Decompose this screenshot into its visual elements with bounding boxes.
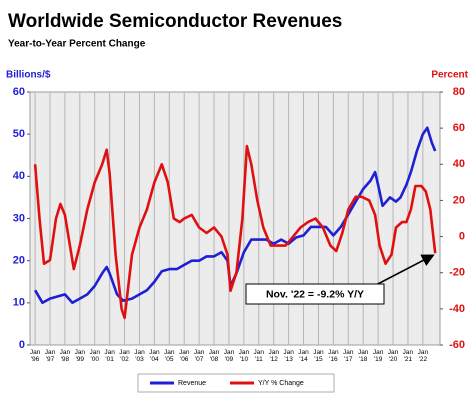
y2-axis-label: Percent (431, 70, 468, 81)
x-tick-label: Jan '05 (164, 349, 175, 363)
x-tick-label: Jan '14 (298, 349, 309, 363)
x-tick-label: Jan '98 (59, 349, 71, 363)
y2-tick-label: -40 (449, 303, 465, 315)
y2-tick-label: -60 (449, 339, 465, 351)
x-tick-label: Jan '08 (208, 349, 220, 363)
x-tick-label: Jan '15 (313, 349, 324, 363)
y-axis-label: Billions/$ (6, 70, 51, 81)
x-tick-label: Jan '10 (238, 349, 250, 363)
x-tick-label: Jan '17 (343, 349, 354, 363)
annotation-box (245, 283, 385, 305)
x-tick-label: Jan '20 (387, 349, 399, 363)
x-tick-label: Jan '18 (357, 349, 369, 363)
y-tick-label: 30 (13, 212, 25, 224)
x-tick-label: Jan '07 (193, 349, 205, 363)
x-tick-label: Jan '06 (178, 349, 190, 363)
y-tick-label: 60 (13, 86, 25, 98)
x-tick-label: Jan '12 (268, 349, 279, 363)
y2-tick-label: 20 (453, 194, 465, 206)
x-tick-label: Jan '97 (44, 349, 56, 363)
y2-tick-label: -20 (449, 267, 465, 279)
chart-title: Worldwide Semiconductor Revenues (8, 11, 342, 32)
series-line (33, 126, 437, 305)
y2-tick-label: 0 (459, 230, 465, 242)
y-tick-label: 20 (13, 255, 25, 267)
annotation: Nov. '22 = -9.2% Y/Y (266, 288, 364, 300)
y2-tick-label: 40 (453, 158, 465, 170)
x-tick-label: Jan '99 (74, 349, 86, 363)
x-tick-label: Jan '11 (253, 349, 265, 363)
y-tick-label: 10 (13, 297, 25, 309)
x-tick-label: Jan '01 (104, 349, 115, 363)
y2-tick-label: 80 (453, 86, 465, 98)
legend-label: Y/Y % Change (258, 380, 304, 387)
chart-subtitle: Year-to-Year Percent Change (8, 39, 146, 50)
y-tick-label: 0 (19, 339, 25, 351)
legend-label: Revenue (178, 380, 206, 387)
x-tick-label: Jan '21 (402, 349, 414, 363)
x-tick-label: Jan '09 (223, 349, 235, 363)
annotation-arrow (369, 254, 435, 289)
x-tick-label: Jan '00 (89, 349, 100, 363)
x-tick-label: Jan '02 (119, 349, 130, 363)
x-tick-label: Jan '22 (417, 349, 429, 363)
y2-tick-label: 60 (453, 122, 465, 134)
series-line (33, 144, 437, 320)
x-tick-label: Jan '19 (372, 349, 384, 363)
x-tick-label: Jan '13 (283, 349, 294, 363)
y-tick-label: 40 (13, 170, 25, 182)
y-tick-label: 50 (13, 128, 25, 140)
x-tick-label: Jan '16 (328, 349, 339, 363)
x-tick-label: Jan '96 (29, 349, 41, 363)
x-tick-label: Jan '03 (134, 349, 145, 363)
x-tick-label: Jan '04 (149, 349, 160, 363)
